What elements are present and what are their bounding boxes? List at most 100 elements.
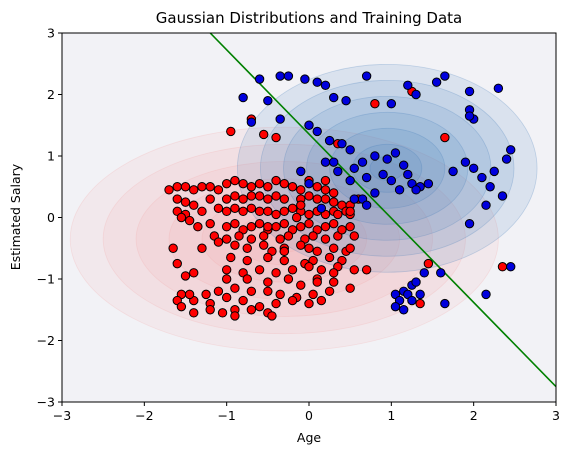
red-data-point <box>304 209 314 220</box>
red-data-point <box>254 178 265 189</box>
red-data-point <box>197 206 207 217</box>
blue-data-point <box>304 178 314 189</box>
red-data-point <box>172 182 182 192</box>
red-data-point <box>238 194 248 204</box>
red-data-point <box>259 240 269 250</box>
blue-data-point <box>312 126 322 137</box>
blue-data-point <box>398 305 409 315</box>
blue-data-point <box>436 268 446 278</box>
red-data-point <box>213 237 224 247</box>
blue-data-point <box>411 185 421 195</box>
red-data-point <box>345 283 355 293</box>
blue-data-point <box>304 120 314 130</box>
red-data-point <box>254 265 265 275</box>
blue-data-point <box>489 166 499 177</box>
blue-data-point <box>316 203 327 213</box>
red-data-point <box>205 218 215 229</box>
red-data-point <box>308 231 318 241</box>
red-data-point <box>168 243 178 253</box>
x-tick-label: 2 <box>470 408 478 423</box>
blue-data-point <box>324 135 335 146</box>
red-data-point <box>329 277 339 287</box>
red-data-point <box>345 222 355 232</box>
blue-data-point <box>390 148 401 158</box>
red-data-point <box>189 185 199 195</box>
blue-data-point <box>501 154 512 164</box>
red-data-point <box>329 243 339 253</box>
red-data-point <box>304 218 314 229</box>
red-data-point <box>263 206 273 217</box>
red-data-point <box>205 305 215 315</box>
red-data-point <box>312 246 322 257</box>
red-data-point <box>415 298 425 309</box>
red-data-point <box>296 222 306 232</box>
red-data-point <box>296 280 306 290</box>
blue-data-point <box>497 191 508 201</box>
blue-data-point <box>423 178 434 189</box>
red-data-point <box>221 194 232 204</box>
red-data-point <box>279 178 289 189</box>
blue-data-point <box>398 160 409 170</box>
red-data-point <box>221 234 232 244</box>
red-data-point <box>246 191 257 201</box>
decision-boundary <box>209 33 556 388</box>
blue-data-point <box>464 218 475 229</box>
red-data-point <box>423 258 434 269</box>
red-data-point <box>254 191 265 201</box>
red-data-point <box>263 277 273 287</box>
red-data-point <box>205 194 215 204</box>
blue-data-point <box>263 95 273 106</box>
red-data-point <box>263 286 273 296</box>
red-data-point <box>230 240 240 250</box>
blue-data-point <box>386 99 397 109</box>
red-data-point <box>213 203 224 213</box>
blue-data-point <box>329 157 339 167</box>
blue-data-point <box>506 145 516 155</box>
red-data-point <box>304 243 314 253</box>
blue-data-point <box>448 166 458 177</box>
red-data-point <box>345 243 355 253</box>
red-data-point <box>221 274 232 284</box>
red-data-point <box>279 246 289 257</box>
red-data-point <box>287 203 298 213</box>
red-data-point <box>312 182 322 192</box>
red-data-point <box>279 218 289 229</box>
red-data-point <box>254 301 265 312</box>
blue-data-point <box>341 95 351 106</box>
red-data-point <box>296 185 306 195</box>
red-data-point <box>242 274 252 284</box>
red-data-point <box>246 234 257 244</box>
x-tick-label: 3 <box>552 408 560 423</box>
red-data-point <box>221 292 232 303</box>
red-data-point <box>349 231 359 241</box>
red-data-point <box>283 231 294 241</box>
x-tick-label: −1 <box>217 408 235 423</box>
blue-data-point <box>283 71 294 81</box>
red-data-point <box>324 286 335 296</box>
red-data-point <box>329 218 339 229</box>
red-data-point <box>242 243 252 253</box>
red-data-point <box>287 182 298 192</box>
blue-data-point <box>390 301 401 312</box>
blue-data-point <box>320 80 331 90</box>
red-data-point <box>304 191 314 201</box>
blue-data-point <box>431 77 442 87</box>
red-data-point <box>271 222 281 232</box>
red-data-point <box>164 185 174 195</box>
red-data-point <box>230 218 240 229</box>
blue-data-point <box>464 86 475 97</box>
red-data-point <box>230 191 240 201</box>
x-tick-label: −3 <box>53 408 71 423</box>
red-data-point <box>234 231 244 241</box>
y-tick-label: −1 <box>37 272 55 287</box>
red-data-point <box>271 191 281 201</box>
x-tick-label: 1 <box>387 408 395 423</box>
blue-data-point <box>312 77 322 87</box>
blue-data-point <box>275 71 285 81</box>
red-data-point <box>226 252 236 263</box>
blue-data-point <box>477 172 487 183</box>
blue-contour-level <box>236 63 538 273</box>
blue-data-point <box>464 111 475 121</box>
red-data-point <box>287 295 298 306</box>
